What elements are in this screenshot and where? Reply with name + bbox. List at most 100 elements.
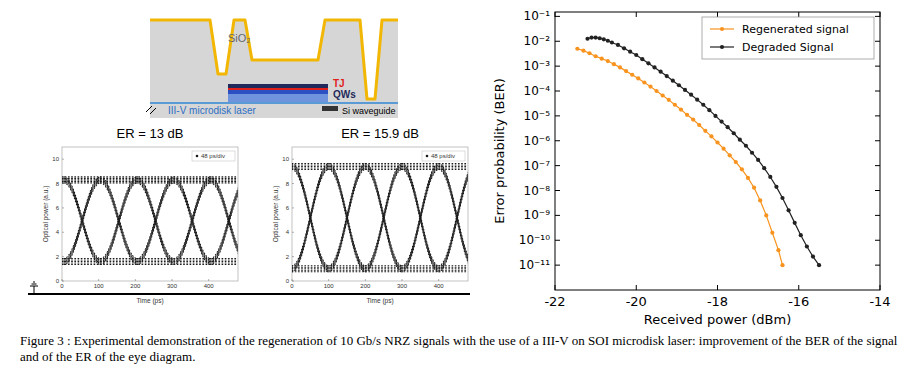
x-tick-label: 400 bbox=[204, 283, 215, 289]
y-tick bbox=[62, 232, 64, 233]
series-marker bbox=[734, 160, 738, 164]
x-tick-label: 200 bbox=[360, 283, 371, 289]
rising-trace bbox=[292, 169, 329, 271]
y-tick-label: 10⁻⁷ bbox=[524, 159, 551, 173]
falling-trace bbox=[174, 183, 211, 265]
x-tick-label: 300 bbox=[397, 283, 408, 289]
series-marker bbox=[622, 46, 626, 50]
falling-trace bbox=[439, 169, 468, 271]
series-marker bbox=[665, 74, 669, 78]
series-marker bbox=[661, 93, 665, 97]
y-tick-label: 10⁻² bbox=[524, 34, 551, 48]
series-marker bbox=[667, 98, 671, 102]
y-tick-right bbox=[875, 215, 880, 216]
series-marker bbox=[768, 175, 772, 179]
metal-contact bbox=[150, 20, 398, 99]
y-tick bbox=[62, 256, 64, 257]
y-tick bbox=[555, 190, 560, 191]
eye-panel: ER = 15.9 dB01002003004000246810Time (ps… bbox=[272, 126, 475, 305]
series-marker bbox=[606, 39, 610, 43]
series-marker bbox=[677, 83, 681, 87]
series-marker bbox=[758, 198, 762, 202]
cut-mark bbox=[146, 106, 156, 114]
legend-label: Regenerated signal bbox=[742, 23, 849, 36]
rising-trace bbox=[211, 180, 239, 262]
series-marker bbox=[659, 70, 663, 74]
x-tick-top bbox=[880, 12, 881, 17]
legend-marker bbox=[720, 27, 724, 31]
y-tick bbox=[292, 183, 294, 184]
y-tick-label: 10⁻⁵ bbox=[524, 109, 551, 123]
y-tick-right bbox=[875, 140, 880, 141]
y-tick bbox=[292, 232, 294, 233]
series-marker bbox=[618, 65, 622, 69]
y-tick-label: 2 bbox=[286, 254, 290, 260]
x-tick-label: 100 bbox=[94, 283, 105, 289]
y-tick bbox=[555, 240, 560, 241]
x-tick-label: -22 bbox=[544, 294, 565, 309]
series-marker bbox=[762, 166, 766, 170]
y-tick-label: 4 bbox=[56, 229, 60, 235]
series-line bbox=[577, 49, 782, 265]
series-marker bbox=[817, 263, 821, 267]
contact-layer bbox=[228, 84, 328, 88]
y-axis-title: Error probability (BER) bbox=[492, 78, 507, 224]
falling-trace bbox=[211, 183, 239, 265]
x-tick bbox=[880, 285, 881, 290]
y-tick bbox=[555, 140, 560, 141]
rising-trace bbox=[174, 183, 211, 265]
series-marker bbox=[750, 151, 754, 155]
si-waveguide bbox=[322, 106, 338, 111]
y-tick-label: 10⁻³ bbox=[524, 59, 551, 73]
y-tick-right bbox=[875, 91, 880, 92]
y-tick bbox=[62, 207, 64, 208]
eye-legend-dot bbox=[426, 155, 429, 158]
series-marker bbox=[634, 53, 638, 57]
series-marker bbox=[598, 36, 602, 40]
x-tick bbox=[98, 279, 99, 281]
series-marker bbox=[600, 57, 604, 61]
rising-trace bbox=[211, 183, 239, 265]
x-tick bbox=[292, 279, 293, 281]
baseline bbox=[28, 293, 470, 295]
series-marker bbox=[642, 80, 646, 84]
rising-trace bbox=[64, 183, 101, 265]
series-marker bbox=[709, 134, 713, 138]
y-tick-label: 6 bbox=[286, 205, 290, 211]
eye-legend-dot bbox=[196, 155, 199, 158]
ground-symbol bbox=[30, 282, 38, 294]
x-tick bbox=[717, 285, 718, 290]
x-tick bbox=[208, 279, 209, 281]
laser-label: III-V microdisk laser bbox=[168, 105, 256, 116]
x-tick-label: -14 bbox=[869, 294, 890, 309]
tunnel-junction-layer bbox=[228, 88, 328, 90]
falling-trace bbox=[101, 183, 138, 265]
qw-label: QWs bbox=[333, 89, 356, 100]
falling-trace bbox=[439, 168, 468, 270]
series-marker bbox=[752, 186, 756, 190]
series-marker bbox=[740, 167, 744, 171]
bonding-layer bbox=[150, 102, 398, 104]
y-tick bbox=[555, 215, 560, 216]
x-tick-top bbox=[798, 12, 799, 17]
series-marker bbox=[756, 158, 760, 162]
y-tick bbox=[62, 281, 64, 282]
y-tick-label: 10⁻⁸ bbox=[524, 184, 551, 198]
y-tick-label: 10⁻⁹ bbox=[524, 208, 551, 222]
series-marker bbox=[728, 153, 732, 157]
falling-trace bbox=[211, 180, 239, 262]
y-tick bbox=[292, 159, 294, 160]
x-tick bbox=[555, 285, 556, 290]
series-marker bbox=[695, 98, 699, 102]
x-tick bbox=[135, 279, 136, 281]
y-tick bbox=[555, 16, 560, 17]
one-level-trace bbox=[292, 164, 468, 165]
series-marker bbox=[602, 37, 606, 41]
series-marker bbox=[774, 185, 778, 189]
series-marker bbox=[648, 85, 652, 89]
tj-label: TJ bbox=[333, 78, 345, 89]
falling-trace bbox=[439, 163, 468, 265]
series-line bbox=[588, 38, 820, 266]
series-marker bbox=[776, 248, 780, 252]
x-tick-label: 0 bbox=[290, 283, 294, 289]
